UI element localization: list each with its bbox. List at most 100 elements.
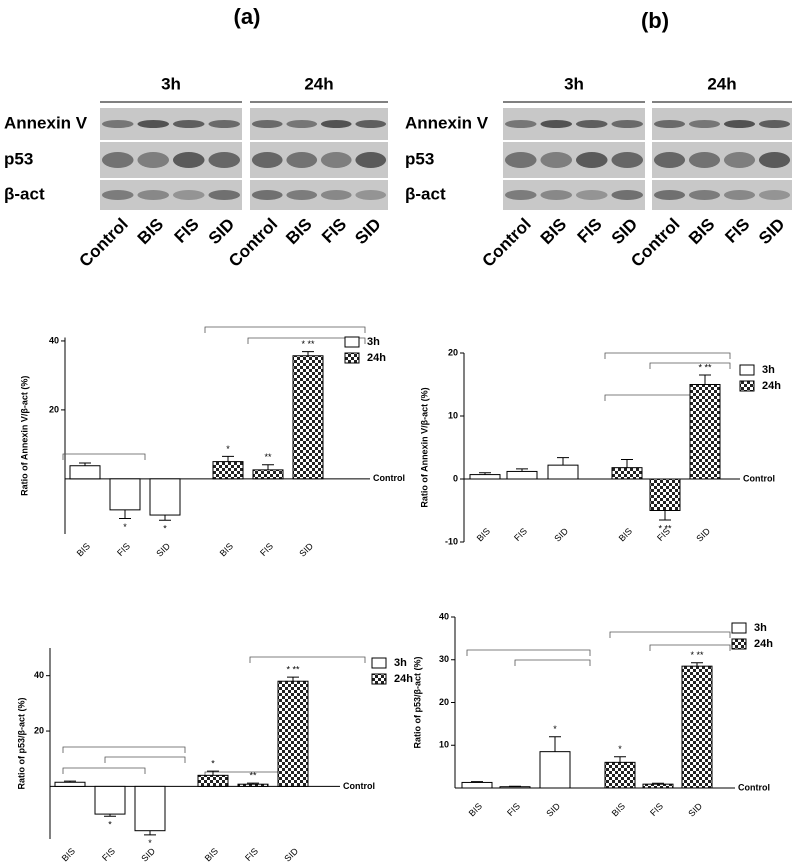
blot-band [355, 190, 386, 200]
x-tick-label: FIS [512, 526, 529, 543]
y-tick-label: -10 [445, 536, 458, 546]
significance: * [211, 759, 215, 769]
error-bar [222, 456, 234, 461]
y-axis-label: Ratio of p53/β-act (%) [16, 697, 26, 789]
bracket [63, 747, 185, 753]
error-bar [159, 515, 171, 520]
error-bar [699, 375, 711, 384]
blot-band [321, 120, 352, 128]
bar [507, 471, 537, 479]
zero-label: Control [343, 781, 375, 791]
error-bar [614, 757, 626, 763]
y-tick-label: 10 [448, 410, 458, 420]
legend-swatch [372, 658, 386, 668]
blot-row-label: β-act [4, 184, 45, 203]
blot-band [355, 120, 386, 128]
y-tick-label: 40 [49, 335, 59, 345]
blot-band [321, 190, 352, 200]
blot-row-label: β-act [405, 184, 446, 203]
blot-band [321, 152, 352, 168]
blot-row-label: Annexin V [4, 113, 88, 132]
blot-band [286, 120, 317, 128]
significance: * [108, 820, 112, 830]
significance: ** [264, 452, 272, 462]
error-bar [659, 511, 671, 520]
blot-band [611, 190, 643, 200]
zero-label: Control [738, 782, 770, 792]
blot-band [759, 152, 790, 168]
bracket [105, 757, 185, 763]
bar [605, 762, 635, 788]
blot-band [689, 120, 720, 128]
bracket [650, 363, 730, 369]
blot-band [654, 152, 685, 168]
lane-label: Control [479, 215, 535, 271]
bar [500, 787, 530, 788]
legend-label: 24h [394, 673, 413, 685]
significance: ** [249, 770, 257, 780]
x-tick-label: SID [139, 846, 157, 863]
blot-band [654, 190, 685, 200]
blot-band [759, 190, 790, 200]
legend-swatch [345, 353, 359, 363]
lane-label: Control [225, 215, 281, 271]
x-tick-label: BIS [218, 541, 235, 558]
y-tick-label: 40 [34, 670, 44, 680]
blot-band [724, 190, 755, 200]
bar [253, 470, 283, 479]
bracket [610, 632, 730, 638]
blot-band [208, 190, 240, 200]
bar [95, 786, 125, 814]
significance: * ** [301, 339, 315, 349]
blot-band [689, 152, 720, 168]
bar [213, 462, 243, 479]
y-axis-label: Ratio of Annexin V/β-act (%) [19, 376, 29, 496]
y-tick-label: 20 [439, 697, 449, 707]
bar [650, 479, 680, 511]
zero-label: Control [743, 473, 775, 483]
blot-band [611, 120, 643, 128]
blot-band [505, 152, 537, 168]
x-tick-label: FIS [243, 846, 260, 863]
lane-label: SID [608, 215, 641, 248]
x-tick-label: SID [544, 801, 562, 819]
error-bar [262, 465, 274, 470]
error-bar [302, 352, 314, 356]
blot-band [759, 120, 790, 128]
error-bar [549, 737, 561, 752]
y-tick-label: 20 [448, 347, 458, 357]
blot-band [724, 120, 755, 128]
x-tick-label: FIS [648, 801, 665, 818]
legend-swatch [372, 674, 386, 684]
significance: * [226, 444, 230, 454]
significance: * [123, 522, 127, 532]
blot-group-label: 3h [161, 74, 181, 93]
error-bar [287, 677, 299, 681]
blot-band [173, 190, 205, 200]
blot-band [208, 152, 240, 168]
y-tick-label: 20 [34, 725, 44, 735]
bracket [605, 353, 730, 359]
legend-swatch [740, 365, 754, 375]
lane-label: BIS [134, 215, 167, 248]
legend-label: 3h [367, 336, 380, 348]
bar [540, 752, 570, 788]
blot-band [286, 190, 317, 200]
blot-band [689, 190, 720, 200]
blot-band [137, 190, 169, 200]
lane-label: SID [755, 215, 788, 248]
legend-label: 24h [754, 638, 773, 650]
lane-label: BIS [537, 215, 570, 248]
bracket [515, 660, 590, 666]
x-tick-label: SID [552, 526, 570, 544]
zero-label: Control [373, 473, 405, 483]
legend-label: 3h [754, 622, 767, 634]
error-bar [119, 510, 131, 519]
bar [198, 775, 228, 786]
y-tick-label: 20 [49, 404, 59, 414]
lane-label: FIS [574, 215, 606, 247]
bar [135, 786, 165, 830]
bar [238, 784, 268, 786]
blot-band [137, 120, 169, 128]
